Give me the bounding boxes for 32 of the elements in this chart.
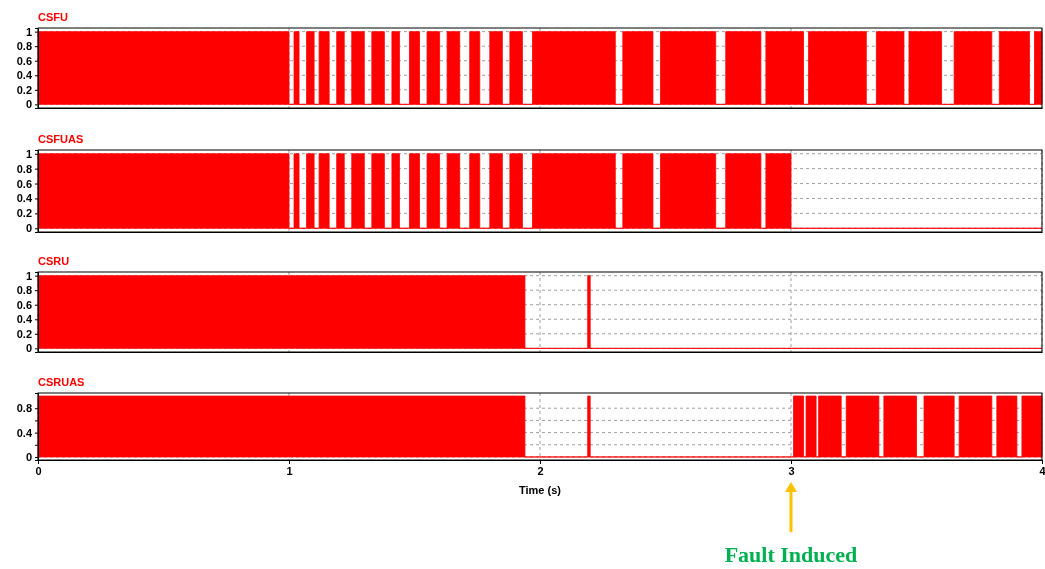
y-tick-label: 0: [25, 450, 32, 463]
x-tick-label: 2: [537, 464, 544, 477]
y-tick-label: 1: [25, 25, 32, 38]
y-tick-label: 0.2: [16, 327, 32, 340]
y-tick-label: 0: [25, 98, 32, 111]
chart-title: CSRU: [38, 255, 70, 267]
y-tick-label: 0: [25, 342, 32, 355]
text: Fault Induced: [724, 542, 858, 567]
chart-title: CSFU: [38, 11, 68, 23]
y-tick-label: 0.4: [16, 313, 33, 326]
y-tick-label: 0.8: [16, 40, 32, 53]
y-tick-label: 0.6: [16, 298, 32, 311]
y-tick-label: 0.2: [16, 83, 32, 96]
x-tick-label: 4: [1039, 464, 1045, 477]
chart-title: CSRUAS: [38, 376, 85, 388]
y-tick-label: 1: [25, 147, 32, 160]
y-tick-label: 0.4: [16, 69, 33, 82]
y-tick-label: 1: [25, 269, 32, 282]
y-tick-label: 0.6: [16, 177, 32, 190]
x-tick-label: 1: [286, 464, 293, 477]
x-axis-title: Time (s): [519, 484, 562, 496]
y-tick-label: 0.4: [16, 426, 33, 439]
y-tick-label: 0.4: [16, 192, 33, 205]
chart-title: CSFUAS: [38, 133, 84, 145]
x-tick-label: 3: [788, 464, 795, 477]
y-tick-label: 0.8: [16, 284, 32, 297]
y-tick-label: 0.8: [16, 162, 32, 175]
y-tick-label: 0: [25, 222, 32, 235]
y-tick-label: 0.8: [16, 402, 32, 415]
y-tick-label: 0.6: [16, 54, 32, 67]
x-tick-label: 0: [35, 464, 42, 477]
y-tick-label: 0.2: [16, 207, 32, 220]
